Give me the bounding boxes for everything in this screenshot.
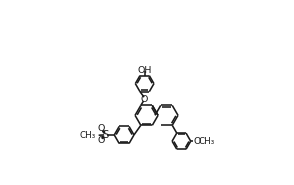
Text: S: S bbox=[103, 130, 109, 140]
Text: CH₃: CH₃ bbox=[80, 131, 96, 140]
Text: O: O bbox=[97, 137, 105, 145]
Text: CH₃: CH₃ bbox=[199, 137, 215, 146]
Text: O: O bbox=[97, 125, 105, 133]
Text: O: O bbox=[194, 137, 201, 146]
Text: O: O bbox=[141, 95, 148, 104]
Text: OH: OH bbox=[138, 65, 152, 75]
